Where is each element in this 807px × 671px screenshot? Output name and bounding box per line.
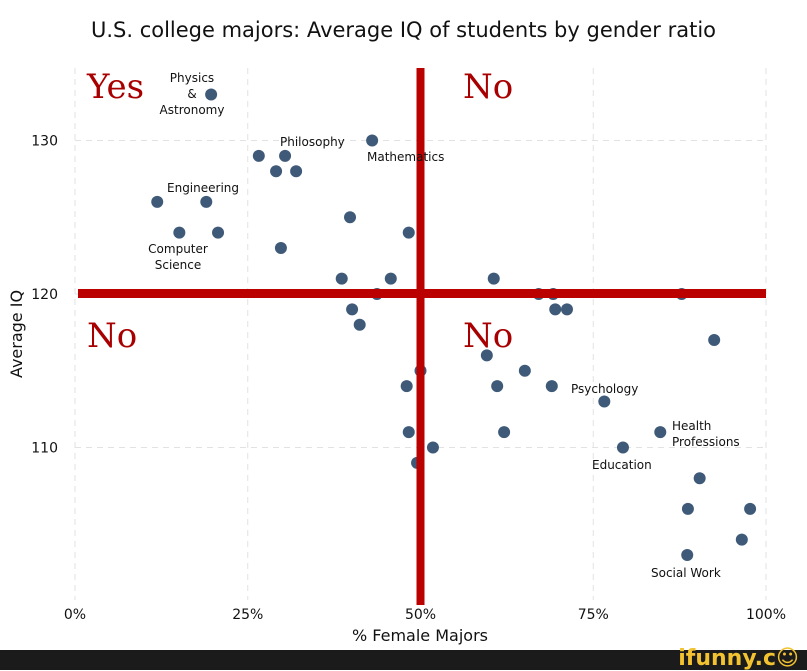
data-point	[279, 149, 292, 162]
y-tick-label: 120	[31, 287, 58, 303]
data-point	[681, 548, 694, 561]
annotation-label: Education	[592, 458, 652, 472]
data-point	[560, 303, 573, 316]
watermark-logo: ifunny.c☺	[678, 646, 799, 671]
data-point	[545, 380, 558, 393]
data-point	[480, 349, 493, 362]
horizontal-reference-line	[78, 289, 766, 298]
data-point	[498, 426, 511, 439]
data-point	[366, 134, 379, 147]
data-point	[598, 395, 611, 408]
annotation-label: Professions	[672, 435, 740, 449]
x-tick-label: 25%	[232, 607, 263, 623]
data-point	[491, 380, 504, 393]
data-point	[353, 318, 366, 331]
annotation-label: Philosophy	[280, 135, 345, 149]
data-point	[200, 195, 213, 208]
data-point	[151, 195, 164, 208]
annotation-label: Health	[672, 419, 711, 433]
quadrant-label-bottom-right: No	[463, 316, 513, 356]
scatter-chart: 0% 25% 50% 75% 100% 110 120 130 % Female Majors A…	[7, 67, 786, 645]
annotation-label: Astronomy	[160, 103, 225, 117]
annotation-label: Physics	[170, 71, 214, 85]
y-tick-label: 130	[31, 134, 58, 150]
data-point	[290, 165, 303, 178]
data-point	[173, 226, 186, 239]
data-point	[205, 88, 218, 101]
vertical-reference-line	[416, 68, 425, 605]
quadrant-label-top-left: Yes	[86, 67, 144, 107]
data-point	[744, 502, 757, 515]
annotation-label: &	[187, 87, 196, 101]
data-point	[735, 533, 748, 546]
data-point	[654, 426, 667, 439]
annotation-label: Mathematics	[367, 150, 444, 164]
data-point	[335, 272, 348, 285]
data-point	[693, 472, 706, 485]
quadrant-label-top-right: No	[463, 67, 513, 107]
x-axis-label: % Female Majors	[352, 626, 488, 645]
y-axis-label: Average IQ	[7, 290, 26, 378]
annotation-label: Psychology	[571, 382, 638, 396]
data-point	[681, 502, 694, 515]
x-tick-label: 100%	[746, 607, 786, 623]
data-point	[426, 441, 439, 454]
watermark-bar: ifunny.c☺	[0, 646, 807, 671]
annotation-label: Social Work	[651, 566, 721, 580]
data-point	[402, 426, 415, 439]
annotation-label: Science	[155, 258, 202, 272]
data-point	[616, 441, 629, 454]
data-point	[212, 226, 225, 239]
annotation-label: Engineering	[167, 181, 239, 195]
data-point	[274, 241, 287, 254]
data-point	[344, 211, 357, 224]
x-tick-label: 75%	[578, 607, 609, 623]
data-point	[487, 272, 500, 285]
data-point	[518, 364, 531, 377]
data-point	[346, 303, 359, 316]
annotation-label: Computer	[148, 242, 208, 256]
y-tick-label: 110	[31, 441, 58, 457]
data-point	[270, 165, 283, 178]
data-point	[549, 303, 562, 316]
x-tick-label: 0%	[64, 607, 86, 623]
data-point	[252, 149, 265, 162]
data-point	[402, 226, 415, 239]
quadrant-label-bottom-left: No	[87, 316, 137, 356]
data-point	[708, 334, 721, 347]
data-point	[384, 272, 397, 285]
data-point	[400, 380, 413, 393]
x-tick-label: 50%	[405, 607, 436, 623]
chart-title: U.S. college majors: Average IQ of stude…	[90, 18, 717, 42]
